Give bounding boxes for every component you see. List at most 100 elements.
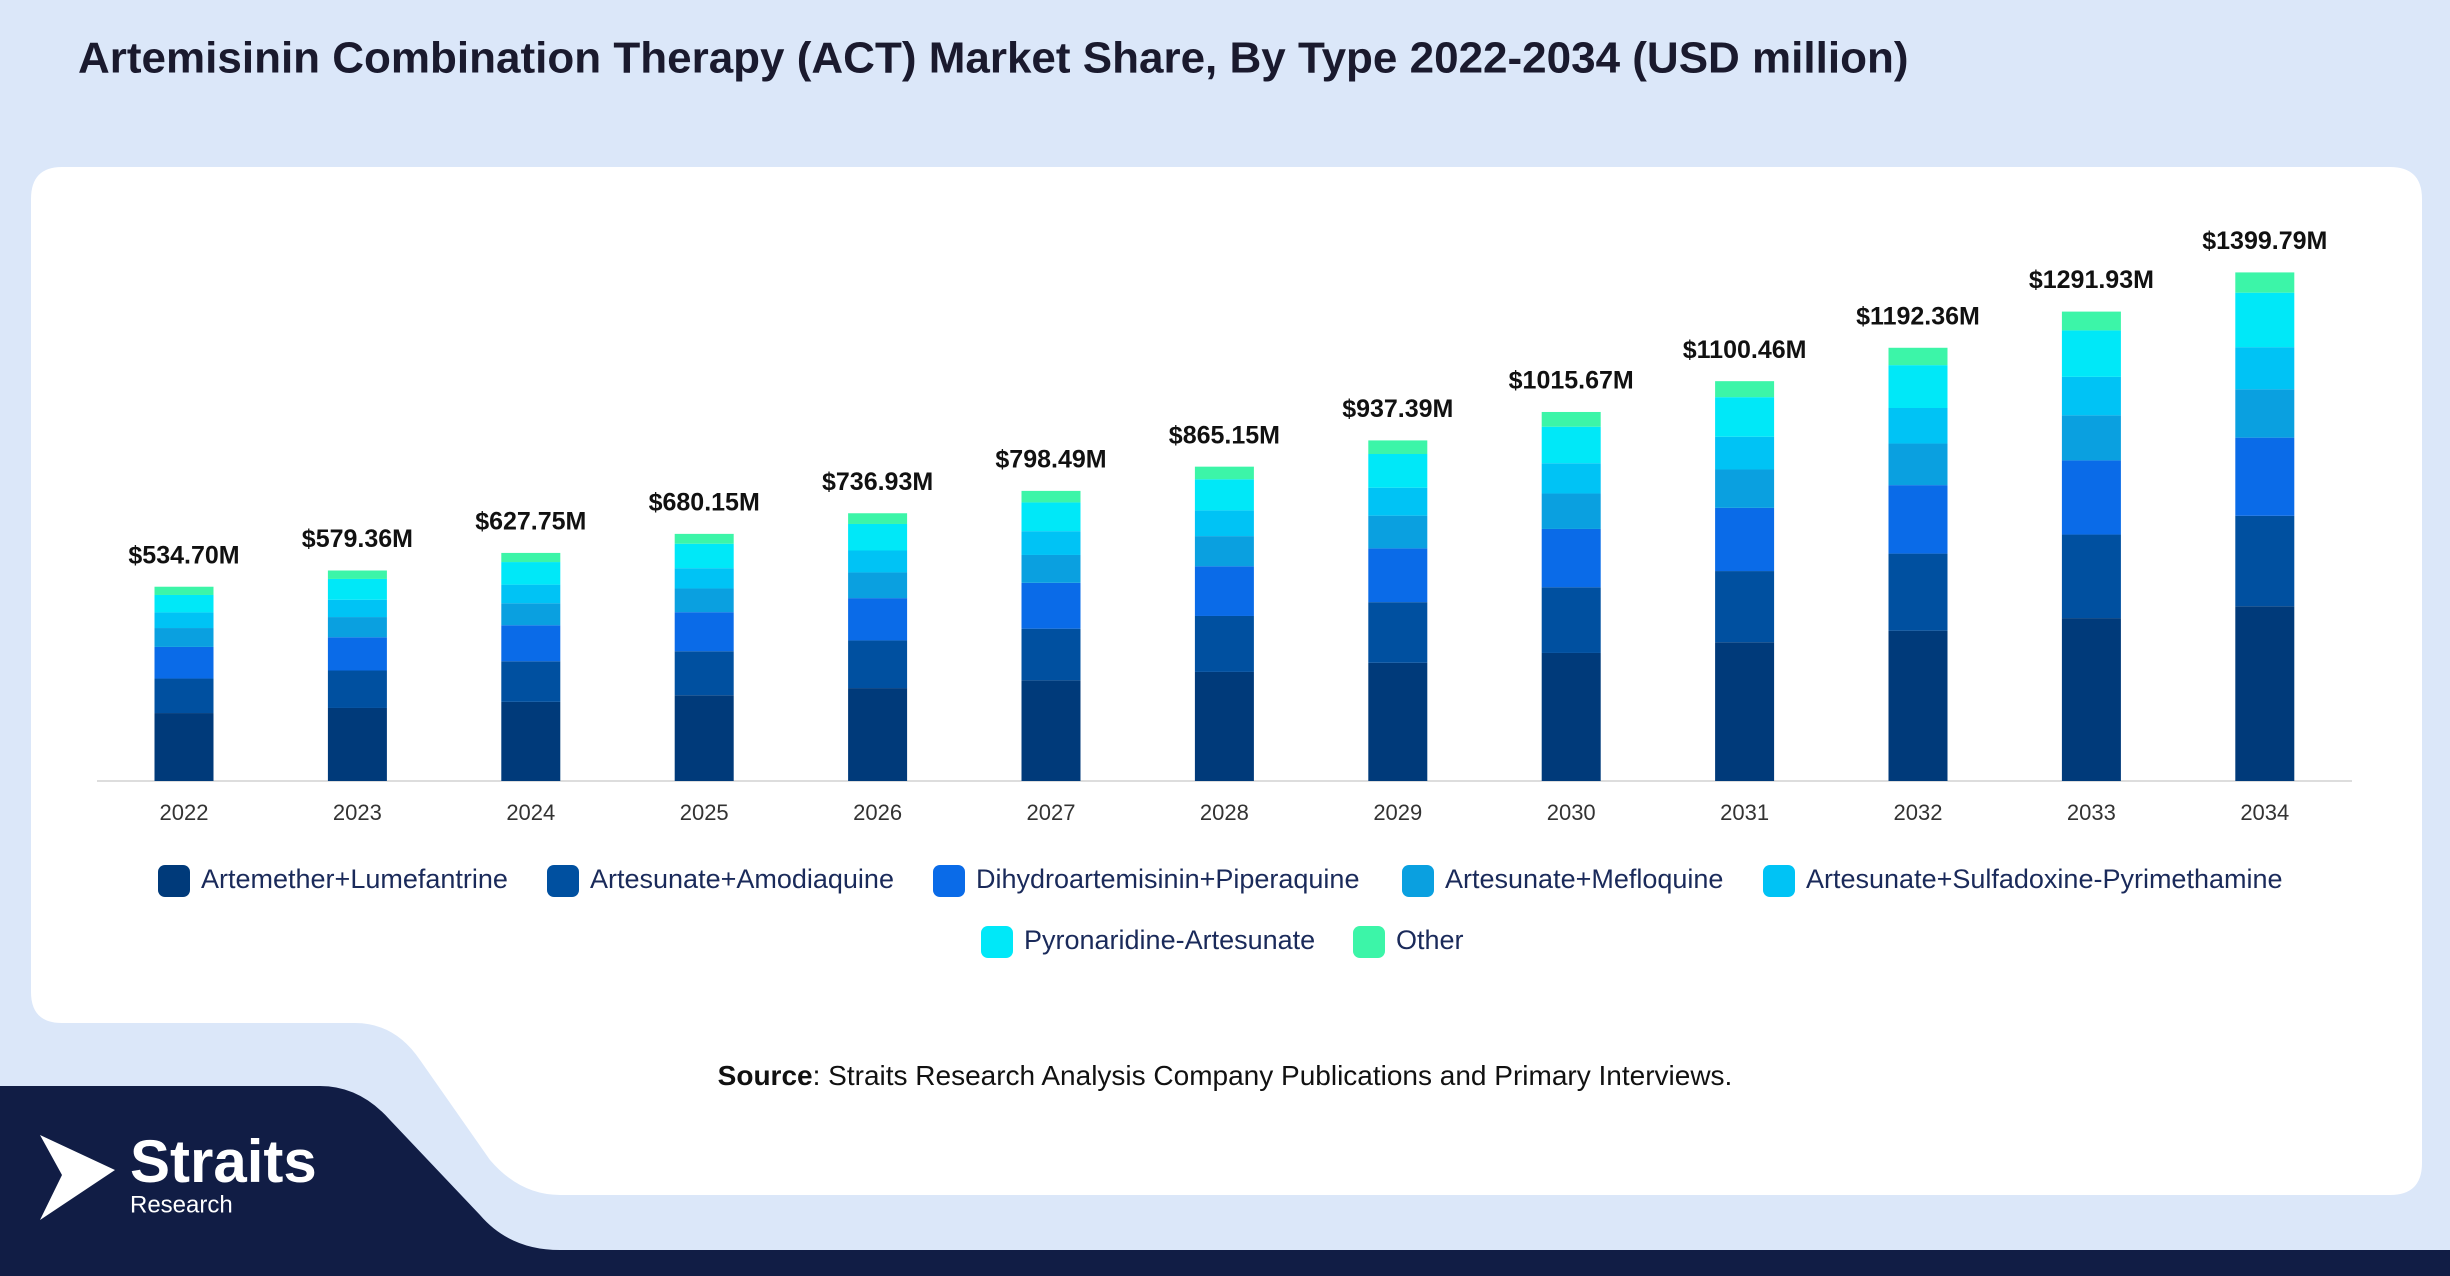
bar-segment [1888,485,1948,554]
bar-segment [1021,502,1081,532]
bar-segment [674,533,734,544]
bar-segment [1541,411,1601,427]
bar-segment [848,513,908,524]
x-tick-label: 2031 [1720,800,1769,825]
bar-segment [1368,487,1428,516]
total-label: $627.75M [475,508,586,536]
total-label: $1015.67M [1509,367,1634,395]
legend-label: Artesunate+Amodiaquine [590,864,894,894]
bar-segment [1368,662,1428,781]
x-tick-label: 2032 [1894,800,1943,825]
legend-swatch [981,926,1013,958]
bar-segment [2235,515,2295,607]
bar-segment [848,598,908,641]
bar-segment [1194,479,1254,511]
x-tick-label: 2025 [680,800,729,825]
legend-label: Dihydroartemisinin+Piperaquine [976,864,1359,894]
bar-segment [674,651,734,696]
legend-swatch [547,865,579,897]
bar-segment [1541,426,1601,464]
legend-label: Artesunate+Mefloquine [1445,864,1723,894]
total-label: $865.15M [1169,421,1280,449]
source-label: Source [718,1060,813,1091]
x-tick-label: 2030 [1547,800,1596,825]
total-label: $937.39M [1342,395,1453,423]
bar-segment [1368,440,1428,454]
legend-swatch [1402,865,1434,897]
bar-segment [1368,602,1428,663]
bar-segment [1715,397,1775,437]
bar-segment [674,568,734,589]
bar-segment [327,599,387,618]
x-tick-label: 2022 [160,800,209,825]
bar-segment [1021,531,1081,555]
bar-segment [501,701,561,781]
bar-segment [2061,534,2121,619]
total-label: $1399.79M [2202,227,2327,255]
bar-segment [1194,615,1254,672]
bar-segment [1888,553,1948,631]
bar-segment [674,588,734,613]
legend-label: Other [1396,925,1464,955]
bar-segment [327,637,387,671]
bar-segment [2235,606,2295,781]
bar-segment [674,695,734,781]
x-tick-label: 2029 [1373,800,1422,825]
bar-segment [1194,671,1254,781]
bar-segment [501,552,561,563]
bar-segment [501,603,561,626]
bar-segment [1715,571,1775,643]
bar-segment [327,578,387,600]
bar-segment [1194,566,1254,616]
bar-segment [2235,347,2295,390]
chart-title: Artemisinin Combination Therapy (ACT) Ma… [78,34,1908,83]
footer-band [0,1086,2450,1276]
legend-swatch [158,865,190,897]
logo-mark [40,1135,115,1220]
bar-segment [848,523,908,551]
bar-segment [674,612,734,652]
x-tick-label: 2023 [333,800,382,825]
total-label: $1291.93M [2029,266,2154,294]
bar-segment [2061,376,2121,416]
bar-segment [501,661,561,702]
bar-segment [1021,490,1081,503]
bar-segment [2235,272,2295,293]
bar-segment [1715,436,1775,470]
total-label: $798.49M [995,445,1106,473]
bar-segment [1021,680,1081,781]
legend-label: Pyronaridine-Artesunate [1024,925,1315,955]
x-tick-label: 2026 [853,800,902,825]
bar-segment [1541,528,1601,588]
bar-segment [1541,652,1601,781]
bar-segment [2061,415,2121,461]
x-tick-label: 2024 [506,800,555,825]
bar-segment [1021,628,1081,681]
legend-swatch [933,865,965,897]
bar-segment [1888,408,1948,444]
total-label: $579.36M [302,525,413,553]
x-tick-label: 2033 [2067,800,2116,825]
bar-segment [2061,330,2121,377]
legend-swatch [1353,926,1385,958]
total-label: $680.15M [649,488,760,516]
total-label: $1100.46M [1683,336,1807,364]
bar-segment [501,584,561,604]
bar-segment [2061,311,2121,331]
bar-segment [1715,381,1775,398]
bar-segment [1194,510,1254,537]
bar-segment [1368,454,1428,488]
bar-segment [2235,389,2295,438]
bar-segment [1715,469,1775,508]
logo-name: Straits [130,1128,317,1195]
bar-segment [501,625,561,662]
bar-segment [154,594,214,613]
bar-segment [2061,460,2121,535]
source-text: : Straits Research Analysis Company Publ… [813,1060,1733,1091]
total-label: $736.93M [822,468,933,496]
bar-segment [154,628,214,647]
bar-segment [2235,437,2295,516]
bar-segment [1194,536,1254,567]
bar-segment [154,713,214,781]
